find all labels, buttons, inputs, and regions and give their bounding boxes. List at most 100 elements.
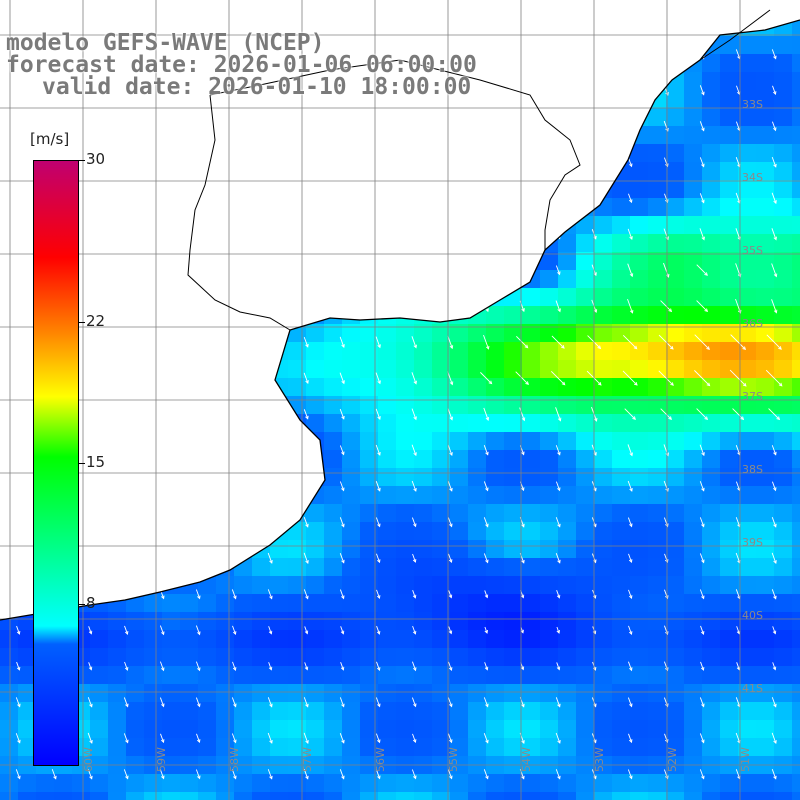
wind-cell (504, 378, 522, 396)
wind-arrow (628, 661, 633, 672)
wind-cell (360, 468, 378, 486)
wind-cell (738, 558, 756, 576)
wind-arrow (555, 445, 561, 456)
wind-arrow (658, 334, 674, 350)
wind-cell (324, 450, 342, 468)
wind-cell (720, 180, 738, 198)
wind-cell (792, 450, 800, 468)
wind-cell (612, 414, 630, 432)
wind-cell (378, 522, 396, 540)
wind-cell (792, 432, 800, 450)
wind-cell (720, 594, 738, 612)
wind-cell (756, 666, 774, 684)
wind-cell (756, 198, 774, 216)
wind-cell (630, 576, 648, 594)
wind-cell (414, 558, 432, 576)
wind-cell (216, 648, 234, 666)
wind-cell (774, 180, 792, 198)
wind-cell (432, 504, 450, 522)
title-valid-date: valid date: 2026-01-10 18:00:00 (42, 74, 472, 100)
wind-cell (540, 450, 558, 468)
wind-cell (702, 396, 720, 414)
wind-cell (342, 576, 360, 594)
wind-cell (288, 594, 306, 612)
wind-cell (684, 468, 702, 486)
wind-cell (234, 594, 252, 612)
wind-cell (792, 216, 800, 234)
wind-cell (666, 774, 684, 792)
wind-arrow (555, 300, 561, 313)
wind-cell (576, 468, 594, 486)
wind-cell (0, 648, 18, 666)
wind-cell (684, 342, 702, 360)
wind-cell (306, 360, 324, 378)
wind-cell (252, 594, 270, 612)
wind-cell (756, 36, 774, 54)
wind-arrow (771, 517, 777, 528)
wind-cell (450, 378, 468, 396)
wind-cell (792, 126, 800, 144)
wind-cell (522, 630, 540, 648)
wind-cell (540, 558, 558, 576)
wind-cell (738, 234, 756, 252)
wind-cell (396, 468, 414, 486)
wind-cell (540, 288, 558, 306)
wind-cell (18, 630, 36, 648)
wind-arrow (483, 733, 489, 744)
wind-cell (666, 216, 684, 234)
wind-cell (630, 198, 648, 216)
wind-cell (540, 648, 558, 666)
wind-cell (720, 414, 738, 432)
wind-cell (720, 504, 738, 522)
wind-cell (504, 396, 522, 414)
wind-cell (792, 540, 800, 558)
wind-arrow (447, 769, 453, 780)
wind-cell (486, 684, 504, 702)
wind-arrow (267, 552, 273, 564)
wind-cell (360, 576, 378, 594)
wind-cell (702, 702, 720, 720)
wind-cell (396, 522, 414, 540)
wind-cell (270, 792, 288, 800)
wind-cell (756, 288, 774, 306)
wind-arrow (375, 697, 381, 708)
wind-cell (558, 738, 576, 756)
wind-cell (720, 576, 738, 594)
wind-cell (666, 432, 684, 450)
wind-cell (594, 612, 612, 630)
wind-cell (90, 702, 108, 720)
wind-cell (558, 540, 576, 558)
wind-cell (648, 252, 666, 270)
wind-arrow (16, 661, 21, 671)
wind-cell (666, 792, 684, 800)
wind-cell (396, 432, 414, 450)
wind-cell (648, 702, 666, 720)
wind-cell (432, 774, 450, 792)
wind-cell (720, 468, 738, 486)
wind-cell (450, 702, 468, 720)
wind-arrow (376, 553, 381, 564)
wind-cell (126, 738, 144, 756)
wind-cell (450, 522, 468, 540)
wind-cell (126, 666, 144, 684)
wind-cell (558, 612, 576, 630)
wind-cell (666, 594, 684, 612)
wind-cell (522, 522, 540, 540)
wind-cell (378, 378, 396, 396)
wind-cell (414, 738, 432, 756)
wind-cell (630, 774, 648, 792)
wind-cell (306, 774, 324, 792)
wind-arrow (376, 661, 381, 672)
wind-cell (252, 612, 270, 630)
wind-cell (648, 162, 666, 180)
wind-cell (576, 396, 594, 414)
wind-cell (666, 270, 684, 288)
wind-arrow (550, 370, 566, 386)
wind-arrow (551, 335, 565, 349)
wind-cell (324, 414, 342, 432)
wind-arrow (15, 769, 21, 780)
wind-arrow (771, 732, 777, 745)
wind-cell (576, 576, 594, 594)
wind-cell (720, 684, 738, 702)
wind-arrow (447, 371, 454, 386)
